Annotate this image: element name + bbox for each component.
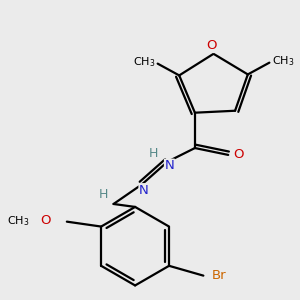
Text: CH$_3$: CH$_3$ [7, 214, 29, 228]
Text: H: H [149, 147, 158, 161]
Text: CH$_3$: CH$_3$ [272, 54, 294, 68]
Text: H: H [99, 188, 108, 201]
Text: N: N [164, 159, 174, 172]
Text: O: O [40, 214, 50, 227]
Text: O: O [206, 40, 217, 52]
Text: CH$_3$: CH$_3$ [133, 55, 155, 69]
Text: O: O [233, 148, 243, 161]
Text: N: N [139, 184, 149, 197]
Text: Br: Br [212, 269, 226, 282]
